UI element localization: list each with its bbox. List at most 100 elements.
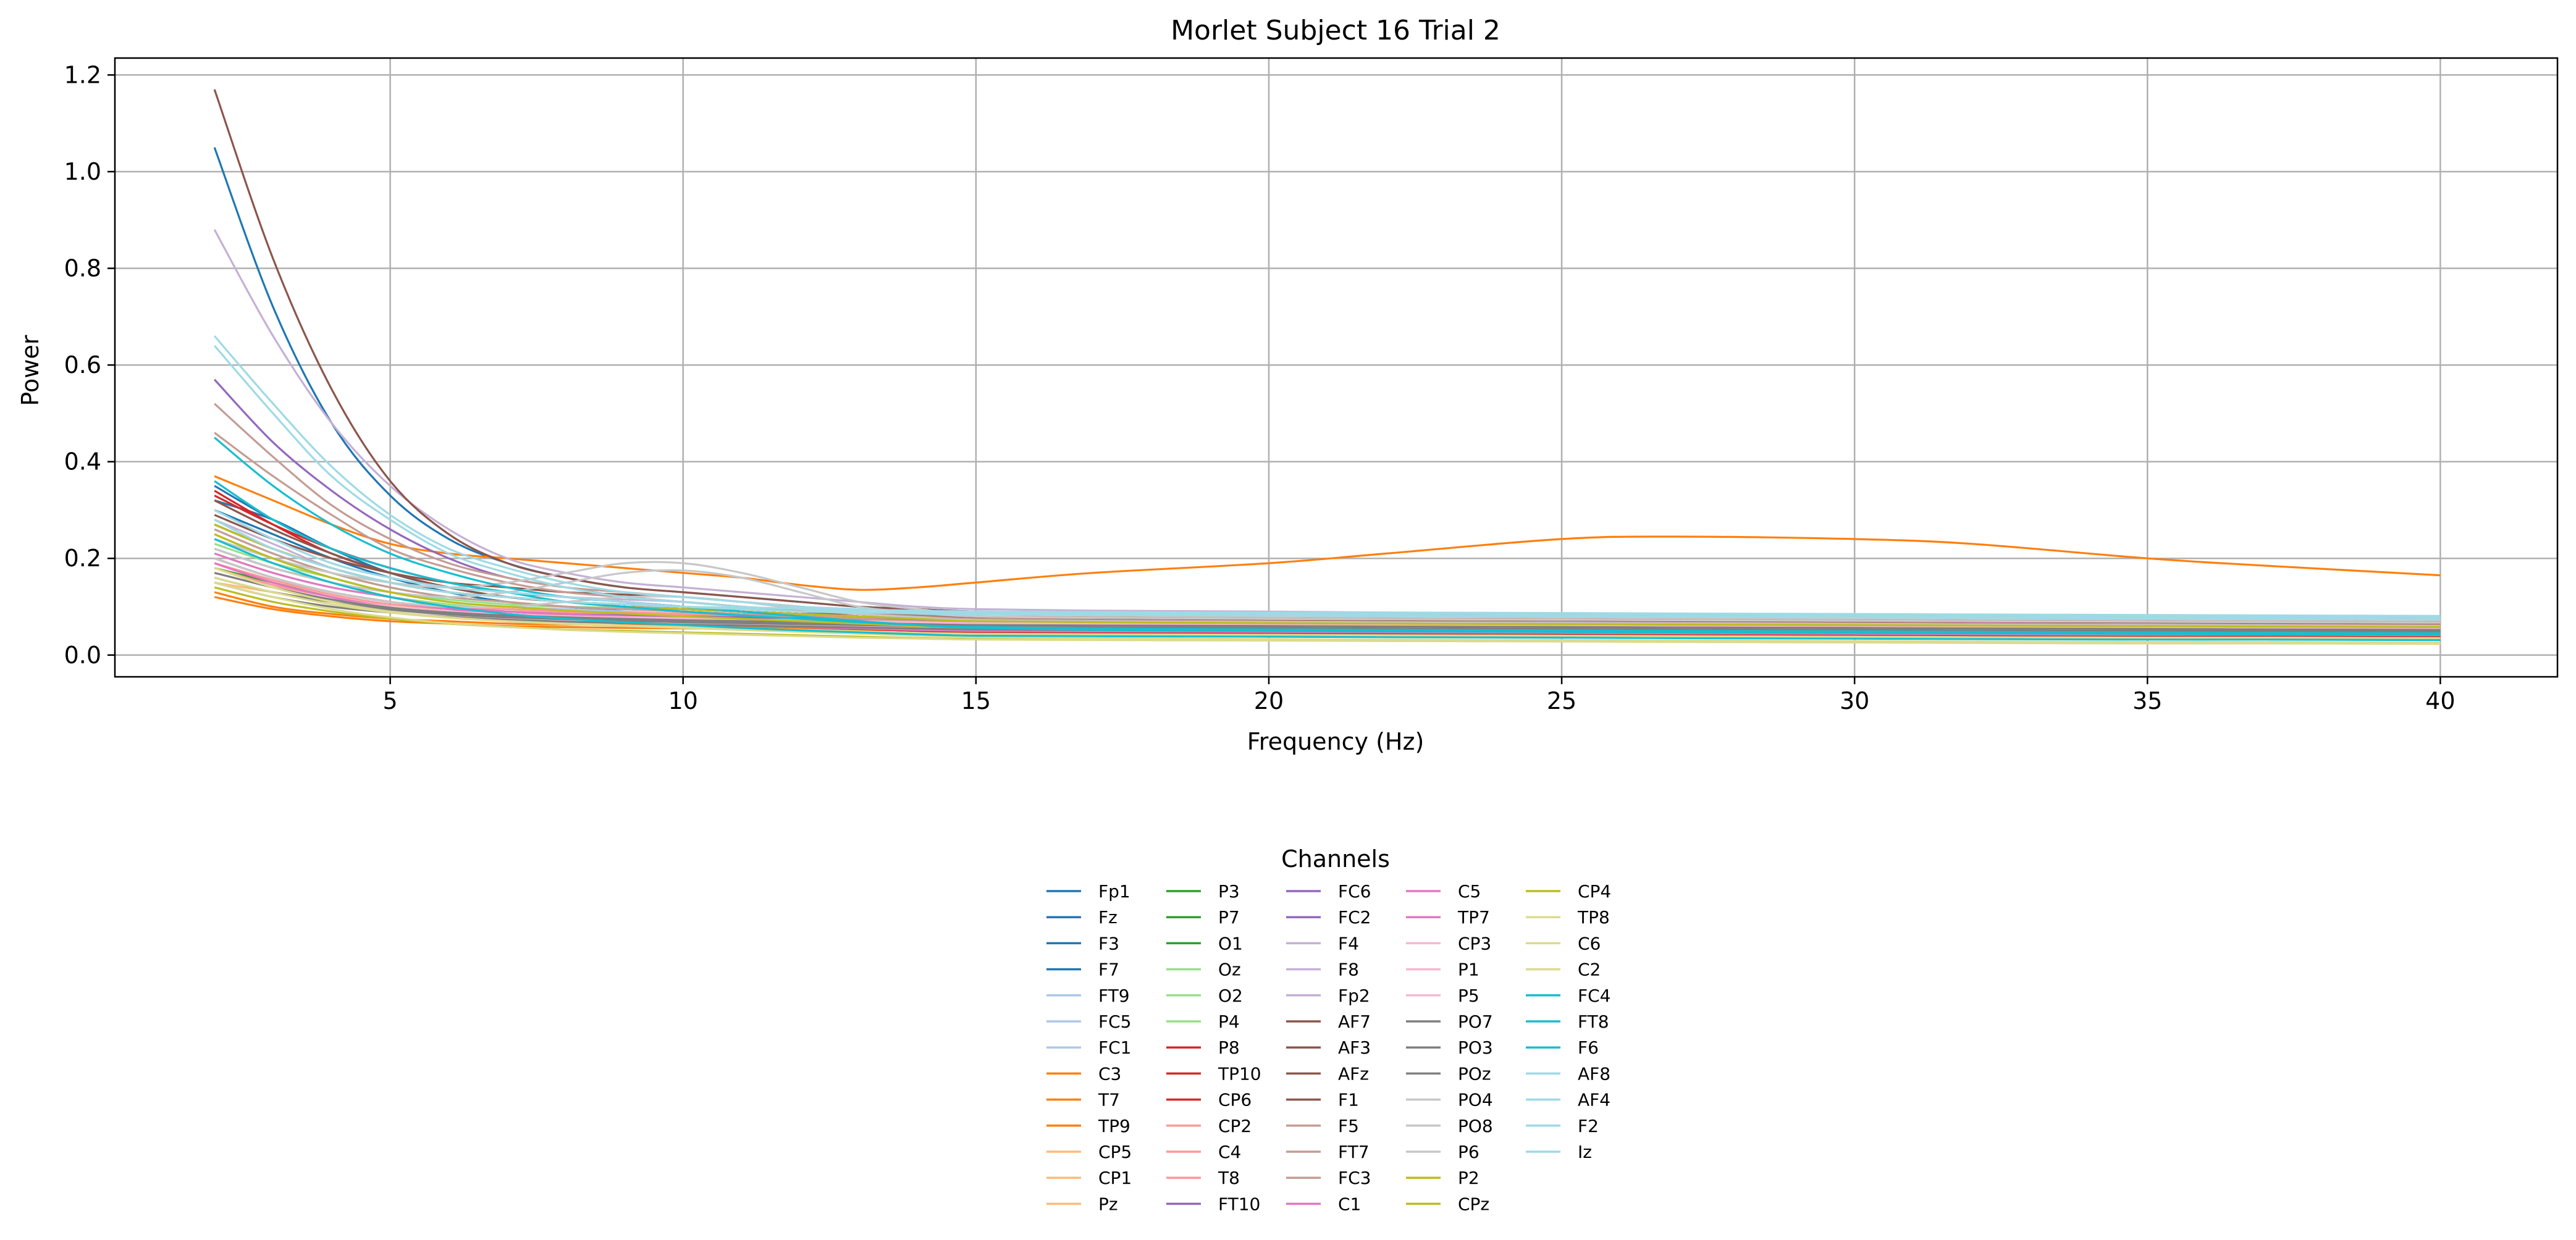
legend-entry: C2 bbox=[1526, 960, 1601, 980]
legend-label: P2 bbox=[1458, 1168, 1480, 1188]
legend-entry: C5 bbox=[1406, 881, 1481, 902]
legend-entry: P8 bbox=[1166, 1037, 1240, 1058]
legend-label: FT10 bbox=[1218, 1194, 1260, 1214]
series-line-fc4 bbox=[214, 437, 2441, 636]
legend: Channels Fp1 Fz F3 F7 FT9 FC5 FC1 C3 T7 TP9 CP5 CP1… bbox=[1046, 845, 1611, 1214]
y-tick-label: 0.2 bbox=[64, 545, 101, 572]
series-layer bbox=[213, 89, 2441, 645]
legend-label: AFz bbox=[1338, 1063, 1369, 1084]
legend-label: F7 bbox=[1098, 960, 1119, 980]
legend-label: FT9 bbox=[1098, 986, 1130, 1006]
legend-label: C2 bbox=[1578, 960, 1601, 980]
legend-entry: FC3 bbox=[1286, 1168, 1371, 1188]
legend-label: Iz bbox=[1578, 1142, 1592, 1162]
legend-label: C4 bbox=[1218, 1142, 1241, 1162]
legend-label: P1 bbox=[1458, 960, 1480, 980]
legend-label: F3 bbox=[1098, 933, 1119, 953]
legend-entries: Fp1 Fz F3 F7 FT9 FC5 FC1 C3 T7 TP9 CP5 CP1 Pz P3 P7 O1 O… bbox=[1046, 881, 1611, 1214]
legend-label: P8 bbox=[1218, 1037, 1240, 1058]
legend-label: T7 bbox=[1098, 1090, 1120, 1110]
legend-entry: AFz bbox=[1286, 1063, 1369, 1084]
x-tick-label: 30 bbox=[1840, 687, 1869, 714]
series-line-iz bbox=[214, 519, 2441, 617]
legend-entry: F8 bbox=[1286, 960, 1359, 980]
legend-entry: FT7 bbox=[1286, 1142, 1370, 1162]
x-tick-label: 15 bbox=[961, 687, 991, 714]
series-line-c6 bbox=[214, 576, 2441, 639]
legend-entry: FC5 bbox=[1046, 1012, 1131, 1032]
legend-label: FC6 bbox=[1338, 881, 1371, 902]
legend-label: F6 bbox=[1578, 1037, 1599, 1058]
legend-entry: AF8 bbox=[1526, 1063, 1610, 1084]
legend-label: Fz bbox=[1098, 907, 1118, 928]
legend-entry: P1 bbox=[1406, 960, 1480, 980]
legend-label: FC3 bbox=[1338, 1168, 1371, 1188]
legend-entry: O2 bbox=[1166, 986, 1243, 1006]
series-line-c2 bbox=[214, 581, 2441, 645]
legend-entry: Fp2 bbox=[1286, 986, 1370, 1006]
y-tick-label: 1.2 bbox=[64, 61, 101, 88]
series-line-c3 bbox=[214, 475, 2441, 591]
x-axis-label: Frequency (Hz) bbox=[1247, 728, 1425, 755]
x-tick-label: 5 bbox=[383, 687, 398, 714]
x-tick-label: 20 bbox=[1254, 687, 1284, 714]
series-line-f2 bbox=[214, 509, 2441, 620]
legend-label: P5 bbox=[1458, 986, 1480, 1006]
legend-entry: FT9 bbox=[1046, 986, 1130, 1006]
legend-entry: CP1 bbox=[1046, 1168, 1132, 1188]
legend-label: PO7 bbox=[1458, 1012, 1493, 1032]
legend-label: P4 bbox=[1218, 1012, 1240, 1032]
legend-label: TP7 bbox=[1457, 907, 1490, 928]
legend-label: O1 bbox=[1218, 933, 1243, 953]
legend-entry: P5 bbox=[1406, 986, 1480, 1006]
x-tick-label: 40 bbox=[2425, 687, 2455, 714]
legend-entry: C3 bbox=[1046, 1063, 1121, 1084]
legend-entry: PO7 bbox=[1406, 1012, 1493, 1032]
legend-label: Oz bbox=[1218, 960, 1241, 980]
legend-entry: TP10 bbox=[1166, 1063, 1261, 1084]
x-tick-label: 10 bbox=[668, 687, 698, 714]
legend-label: F4 bbox=[1338, 933, 1359, 953]
legend-entry: PO4 bbox=[1406, 1090, 1493, 1110]
legend-label: FC1 bbox=[1098, 1037, 1131, 1058]
legend-label: Fp1 bbox=[1098, 881, 1130, 902]
legend-label: Pz bbox=[1098, 1194, 1118, 1214]
legend-entry: CP4 bbox=[1526, 881, 1611, 902]
legend-label: F1 bbox=[1338, 1090, 1359, 1110]
series-line-ft8 bbox=[214, 480, 2441, 635]
y-tick-label: 0.8 bbox=[64, 255, 101, 282]
legend-label: CP4 bbox=[1578, 881, 1611, 902]
legend-label: PO8 bbox=[1458, 1116, 1493, 1136]
legend-label: PO4 bbox=[1458, 1090, 1493, 1110]
legend-entry: F2 bbox=[1526, 1116, 1599, 1136]
legend-label: C1 bbox=[1338, 1194, 1361, 1214]
legend-label: C5 bbox=[1458, 881, 1481, 902]
legend-entry: TP9 bbox=[1046, 1116, 1130, 1136]
legend-entry: CP5 bbox=[1046, 1142, 1132, 1162]
legend-label: O2 bbox=[1218, 986, 1243, 1006]
legend-title: Channels bbox=[1281, 845, 1390, 873]
legend-entry: Pz bbox=[1046, 1194, 1118, 1214]
series-line-f6 bbox=[214, 538, 2441, 642]
legend-entry: FC2 bbox=[1286, 907, 1371, 928]
y-tick-label: 0.6 bbox=[64, 351, 101, 379]
legend-entry: P2 bbox=[1406, 1168, 1480, 1188]
legend-label: F8 bbox=[1338, 960, 1359, 980]
tick-layer: 5 10 15 20 25 30 35 40 0.0 0.2 0.4 0.6 0.8 1.0 1.2 bbox=[64, 61, 2456, 714]
y-tick-label: 0.0 bbox=[64, 642, 101, 669]
legend-entry: TP8 bbox=[1526, 907, 1610, 928]
legend-label: FC5 bbox=[1098, 1012, 1131, 1032]
legend-label: FT7 bbox=[1338, 1142, 1370, 1162]
legend-label: TP10 bbox=[1218, 1063, 1261, 1084]
legend-entry: T7 bbox=[1046, 1090, 1120, 1110]
legend-entry: P3 bbox=[1166, 881, 1240, 902]
legend-entry: C6 bbox=[1526, 933, 1601, 953]
legend-label: P7 bbox=[1218, 907, 1240, 928]
legend-entry: POz bbox=[1406, 1063, 1491, 1084]
legend-entry: Oz bbox=[1166, 960, 1241, 980]
legend-entry: CP2 bbox=[1166, 1116, 1252, 1136]
legend-entry: F7 bbox=[1046, 960, 1119, 980]
series-line-po7 bbox=[214, 572, 2441, 631]
legend-entry: FC4 bbox=[1526, 986, 1610, 1006]
